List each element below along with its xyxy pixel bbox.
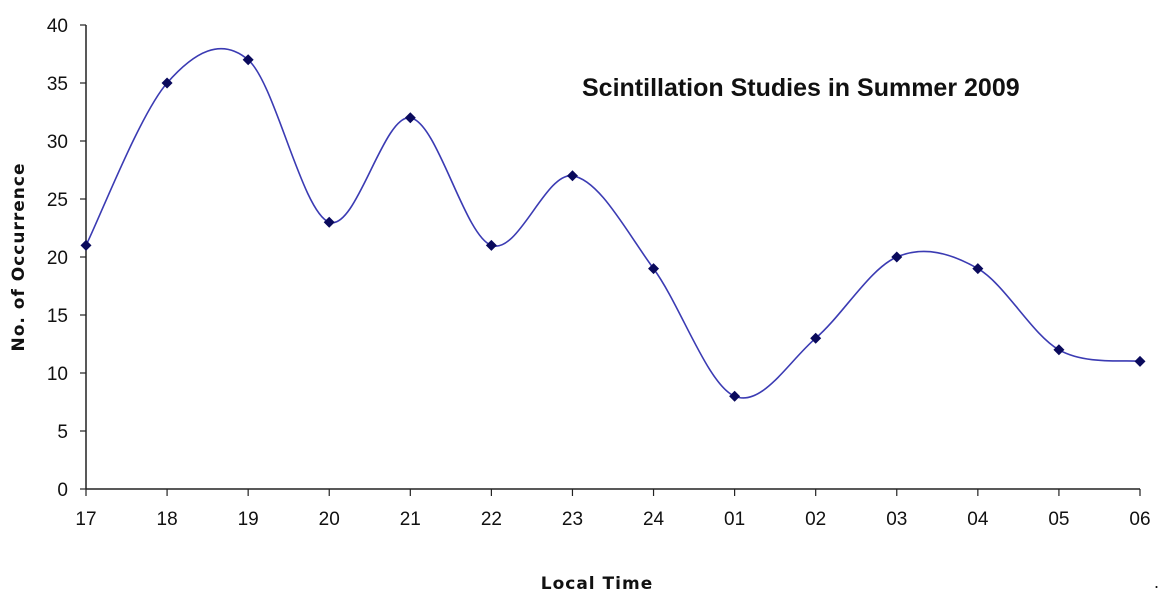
y-tick-label: 5 bbox=[57, 422, 68, 443]
data-point-marker bbox=[729, 390, 741, 402]
x-tick-label: 05 bbox=[1048, 509, 1069, 530]
y-tick-label: 30 bbox=[47, 132, 68, 153]
y-tick-label: 20 bbox=[47, 248, 68, 269]
x-tick-label: 21 bbox=[400, 509, 421, 530]
data-point-marker bbox=[566, 170, 578, 182]
y-tick-label: 0 bbox=[57, 480, 68, 501]
chart-title: Scintillation Studies in Summer 2009 bbox=[582, 74, 1020, 102]
data-point-marker bbox=[810, 332, 822, 344]
x-tick-label: 06 bbox=[1129, 509, 1150, 530]
x-tick-label: 18 bbox=[157, 509, 178, 530]
x-axis-ticks: 17 18 19 20 21 22 23 24 01 02 03 04 05 06 bbox=[75, 489, 1151, 530]
data-point-marker bbox=[242, 54, 254, 66]
data-point-marker bbox=[80, 239, 92, 251]
x-tick-label: 23 bbox=[562, 509, 583, 530]
x-axis-title: Local Time bbox=[541, 574, 653, 594]
stray-mark: . bbox=[1154, 572, 1159, 592]
y-axis-title: No. of Occurrence bbox=[9, 163, 29, 352]
y-tick-label: 35 bbox=[47, 74, 68, 95]
y-axis-ticks: 0 5 10 15 20 25 30 35 40 bbox=[47, 16, 86, 501]
data-point-marker bbox=[323, 216, 335, 228]
x-tick-label: 19 bbox=[238, 509, 259, 530]
x-tick-label: 22 bbox=[481, 509, 502, 530]
x-tick-label: 02 bbox=[805, 509, 826, 530]
x-tick-label: 17 bbox=[75, 509, 96, 530]
x-tick-label: 04 bbox=[967, 509, 989, 530]
data-point-marker bbox=[1053, 344, 1065, 356]
series-markers bbox=[80, 54, 1146, 402]
data-point-marker bbox=[891, 251, 903, 263]
data-point-marker bbox=[648, 263, 660, 275]
y-tick-label: 15 bbox=[47, 306, 68, 327]
x-tick-label: 24 bbox=[643, 509, 665, 530]
data-point-marker bbox=[161, 77, 173, 89]
y-tick-label: 25 bbox=[47, 190, 68, 211]
data-point-marker bbox=[404, 112, 416, 124]
x-tick-label: 20 bbox=[319, 509, 340, 530]
x-tick-label: 03 bbox=[886, 509, 907, 530]
data-point-marker bbox=[485, 239, 497, 251]
y-tick-label: 40 bbox=[47, 16, 68, 37]
data-point-marker bbox=[1134, 355, 1146, 367]
y-tick-label: 10 bbox=[47, 364, 68, 385]
x-tick-label: 01 bbox=[724, 509, 745, 530]
data-point-marker bbox=[972, 263, 984, 275]
